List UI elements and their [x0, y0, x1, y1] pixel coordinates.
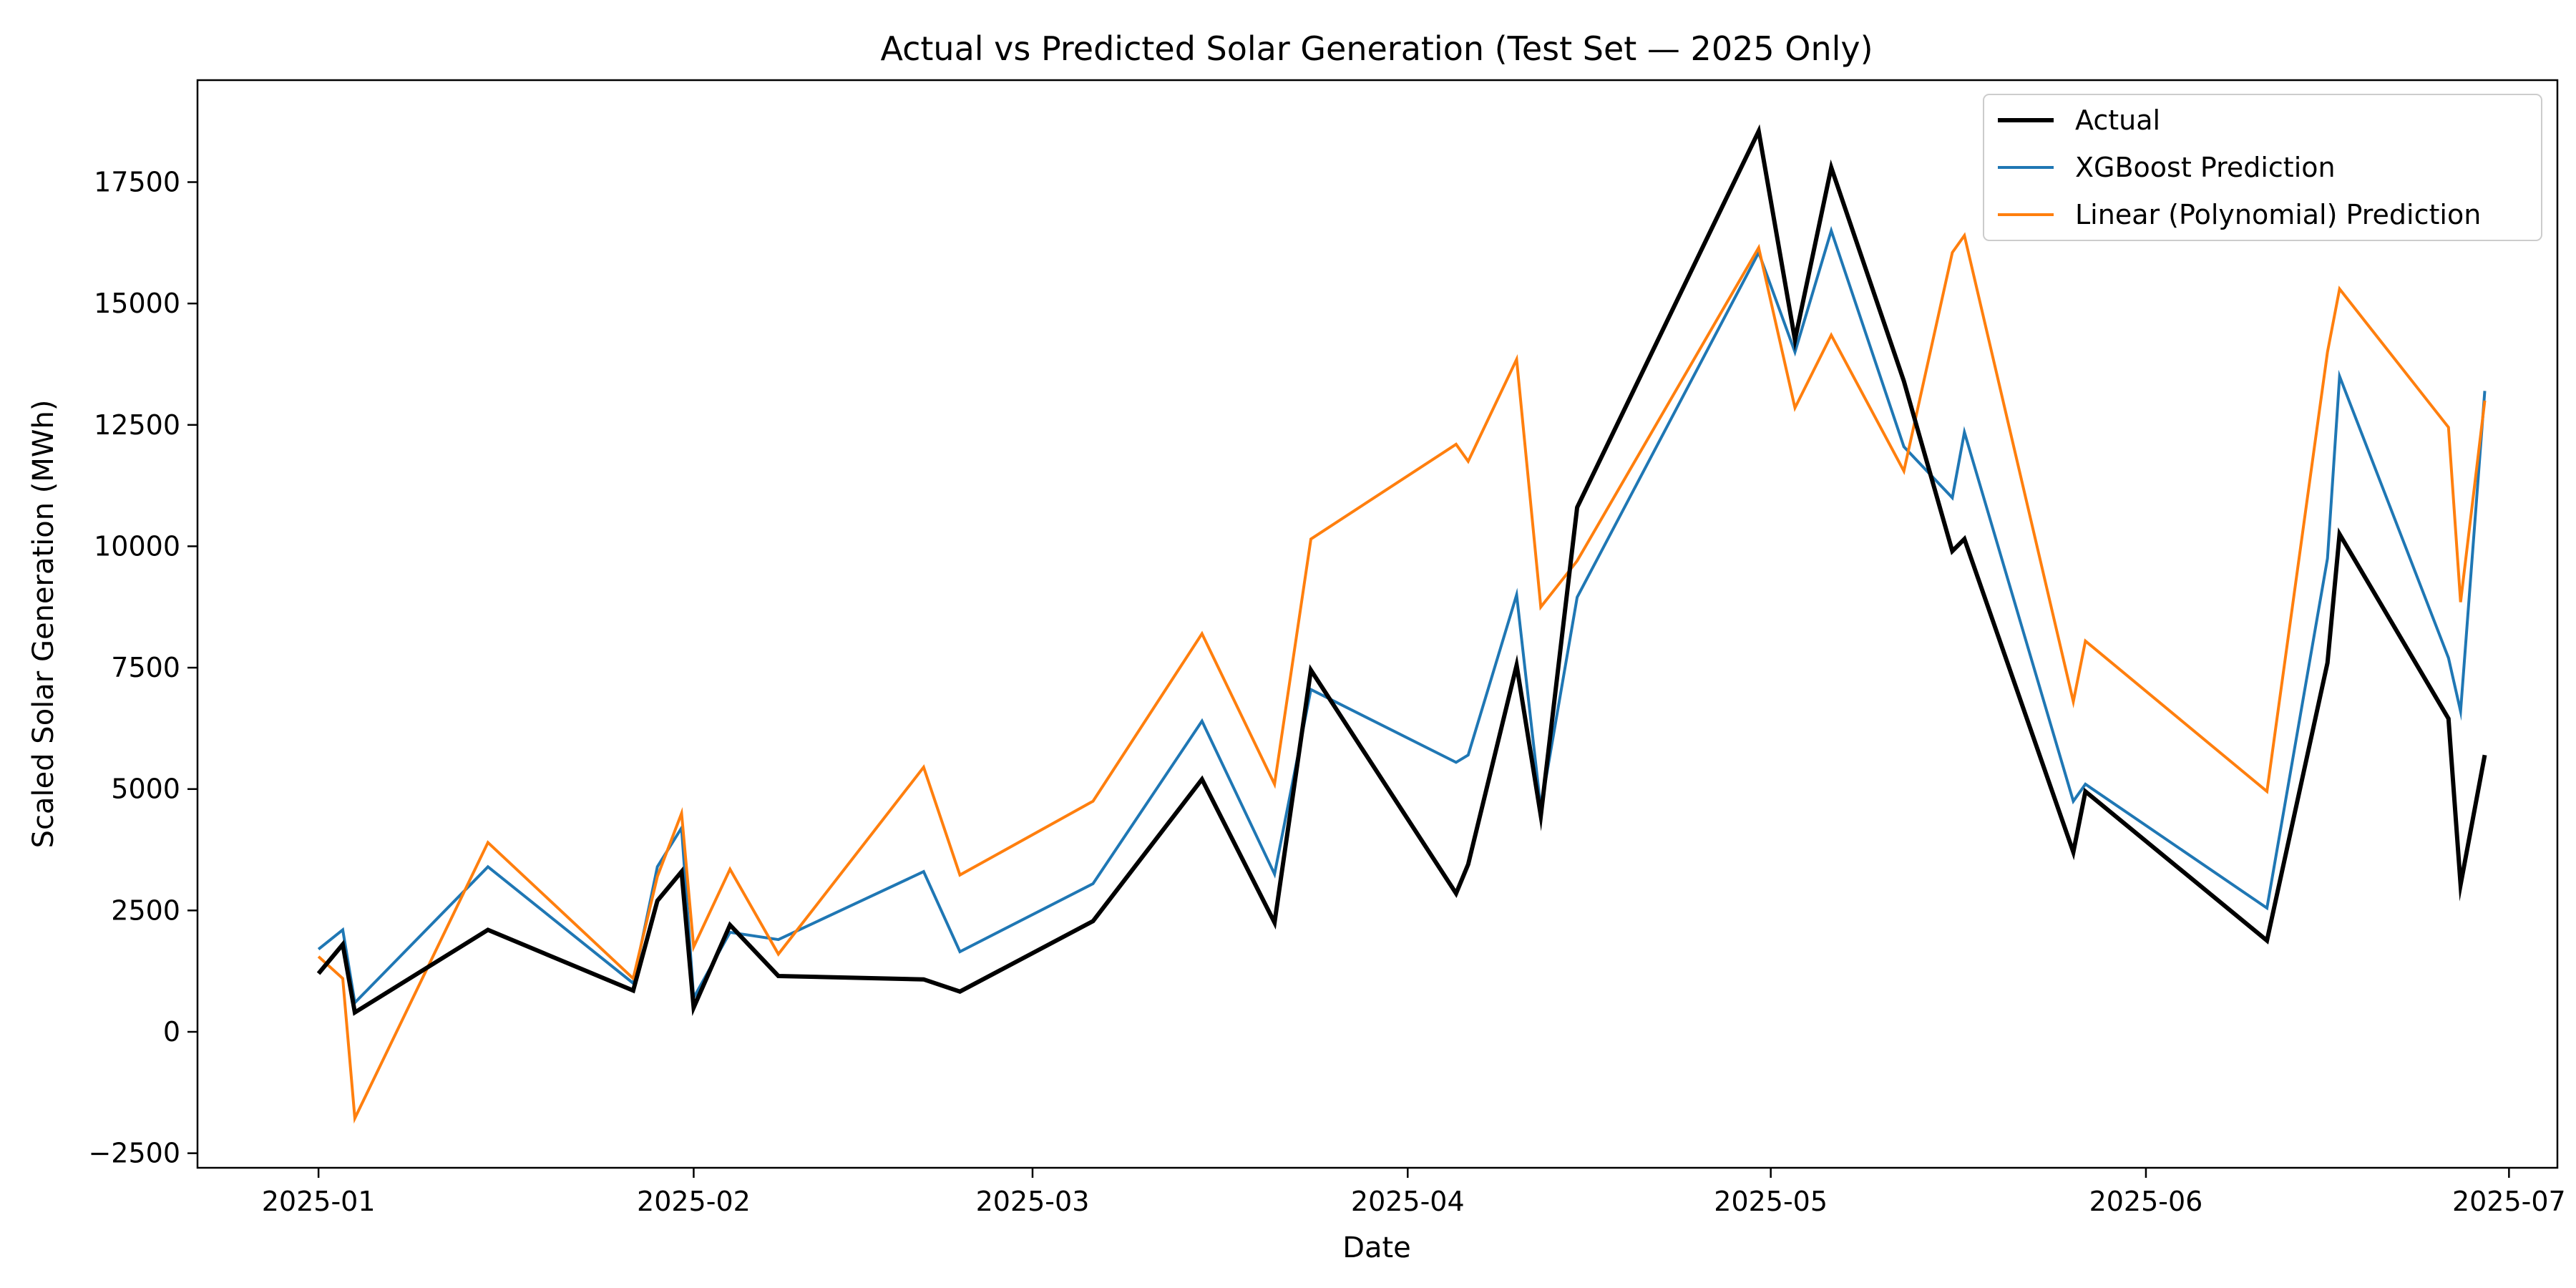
y-axis-label: Scaled Solar Generation (MWh): [27, 400, 60, 849]
y-tick-label: 15000: [94, 288, 180, 319]
y-tick-label: 0: [163, 1016, 180, 1048]
x-tick-label: 2025-05: [1714, 1186, 1828, 1217]
x-tick-label: 2025-07: [2452, 1186, 2566, 1217]
x-tick-label: 2025-02: [637, 1186, 751, 1217]
chart-title: Actual vs Predicted Solar Generation (Te…: [880, 29, 1873, 68]
plot-area: [196, 79, 2559, 1169]
x-axis: 2025-01 2025-02 2025-03 2025-04 2025-05 2025-…: [262, 1168, 2566, 1217]
y-tick-label: 12500: [94, 409, 180, 441]
x-tick-label: 2025-03: [976, 1186, 1090, 1217]
y-tick-label: 2500: [111, 894, 180, 926]
legend-label-actual: Actual: [2075, 104, 2160, 136]
y-tick-label: −2500: [88, 1138, 180, 1169]
x-tick-label: 2025-01: [262, 1186, 376, 1217]
y-tick-label: 7500: [111, 652, 180, 683]
series-line-linear: [317, 232, 2487, 1124]
plot-frame: [196, 79, 2559, 1169]
x-tick-label: 2025-06: [2089, 1186, 2203, 1217]
y-tick-label: 17500: [94, 167, 180, 198]
x-axis-label: Date: [1342, 1231, 1411, 1264]
series-line-actual: [316, 124, 2487, 1016]
y-axis: −2500 0 2500 5000 7500 10000 12500 15000 17500: [88, 167, 197, 1169]
legend-box: [1983, 94, 2542, 241]
legend-label-linear: Linear (Polynomial) Prediction: [2075, 199, 2481, 230]
y-tick-label: 5000: [111, 774, 180, 805]
series-line-xgboost: [317, 225, 2487, 1006]
legend-label-xgboost: XGBoost Prediction: [2075, 152, 2336, 183]
legend: Actual XGBoost Prediction Linear (Polyno…: [1983, 94, 2542, 241]
y-tick-label: 10000: [94, 530, 180, 562]
x-tick-label: 2025-04: [1351, 1186, 1465, 1217]
plot-background: [197, 80, 2557, 1168]
series-layer: [316, 124, 2487, 1124]
